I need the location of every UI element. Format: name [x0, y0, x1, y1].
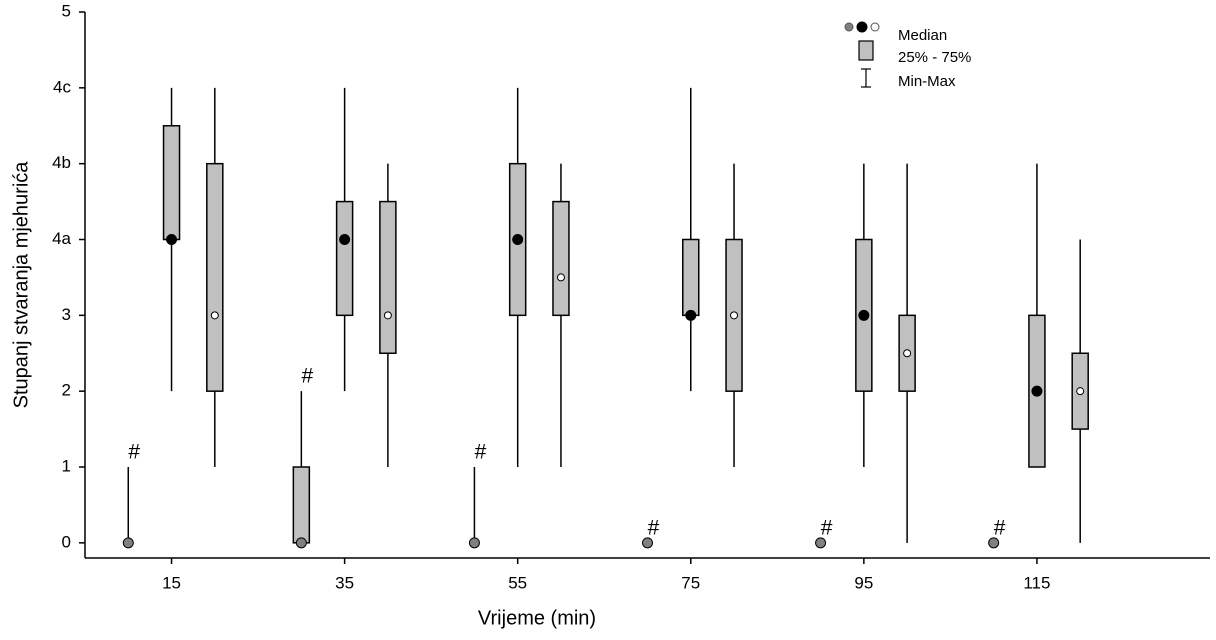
median — [903, 349, 912, 358]
legend-box — [858, 40, 874, 61]
annotation: # — [302, 365, 314, 388]
median — [642, 537, 653, 549]
x-tick-label: 15 — [162, 573, 181, 592]
y-tick-label: 4a — [52, 229, 71, 248]
median — [1076, 387, 1085, 396]
y-tick-label: 0 — [62, 532, 71, 551]
median — [1031, 385, 1043, 397]
x-tick-label: 95 — [854, 573, 873, 592]
legend-marker — [856, 21, 868, 33]
y-tick-label: 5 — [62, 1, 71, 20]
legend-label: Min-Max — [898, 73, 956, 90]
box — [206, 162, 224, 392]
x-tick-label: 75 — [681, 573, 700, 592]
y-tick-label: 1 — [62, 456, 71, 475]
annotation: # — [821, 516, 833, 539]
legend-marker — [844, 22, 854, 32]
y-axis-title: Stupanj stvaranja mjehurića — [10, 161, 32, 409]
y-tick-label: 3 — [62, 305, 71, 324]
median — [815, 537, 827, 549]
x-tick-label: 55 — [508, 573, 527, 592]
legend-label: Median — [898, 27, 947, 44]
median — [730, 311, 739, 320]
box — [162, 125, 181, 241]
median — [512, 234, 524, 245]
y-tick-label: 4c — [53, 77, 71, 96]
y-tick-label: 4b — [52, 153, 71, 172]
box — [335, 200, 354, 317]
median — [685, 309, 697, 321]
box — [682, 238, 700, 317]
median — [166, 234, 178, 245]
x-tick-label: 115 — [1023, 573, 1050, 592]
legend-label: 25% - 75% — [898, 49, 971, 66]
annotation: # — [475, 441, 487, 464]
x-tick-label: 35 — [335, 573, 354, 592]
median — [383, 311, 392, 320]
median — [556, 273, 565, 282]
median — [988, 537, 1000, 549]
annotation: # — [648, 516, 660, 539]
box — [552, 200, 570, 317]
annotation: # — [128, 441, 140, 464]
median — [122, 537, 134, 549]
annotation: # — [994, 516, 1006, 539]
median — [468, 537, 480, 549]
median — [295, 537, 307, 549]
box — [292, 466, 311, 544]
box — [379, 200, 397, 354]
x-axis-title: Vrijeme (min) — [478, 607, 596, 629]
median — [210, 311, 219, 320]
median — [858, 309, 870, 321]
legend-marker — [870, 22, 880, 32]
median — [339, 234, 351, 245]
y-tick-label: 2 — [62, 381, 71, 400]
